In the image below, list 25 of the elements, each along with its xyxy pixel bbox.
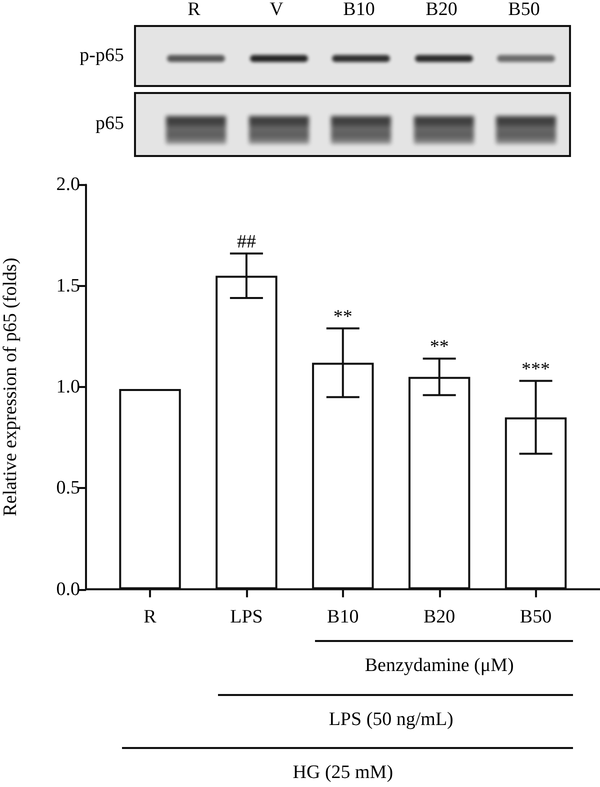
y-tick-label: 0.0 <box>56 578 80 600</box>
text: B10 <box>342 0 376 20</box>
x-tick-label: R <box>144 606 157 628</box>
x-tick-label: LPS <box>230 606 263 628</box>
text: Benzydamine (μM) <box>364 655 515 677</box>
annotation: ** <box>333 306 352 328</box>
annotation: ** <box>430 336 449 358</box>
text: HG (25 mM) <box>292 762 394 784</box>
x-tick-label: B20 <box>423 606 456 628</box>
y-tick-label: 1.0 <box>56 376 80 398</box>
text: LPS (50 ng/mL) <box>328 708 454 730</box>
y-axis-title: Relative expression of p65 (folds) <box>0 258 21 516</box>
text: B50 <box>507 0 541 20</box>
y-tick-label: 2.0 <box>56 174 80 196</box>
text: B20 <box>424 0 458 20</box>
annotation: ## <box>236 231 256 252</box>
y-tick-label: 1.5 <box>56 275 80 296</box>
y-tick-label: 0.5 <box>56 478 80 499</box>
text: V <box>268 0 284 20</box>
annotation: *** <box>522 358 550 380</box>
text: p-p65 <box>78 44 124 67</box>
text: p65 <box>94 113 124 136</box>
x-tick-label: B10 <box>327 606 359 628</box>
text: R <box>186 0 202 20</box>
x-tick-label: B50 <box>520 606 552 628</box>
